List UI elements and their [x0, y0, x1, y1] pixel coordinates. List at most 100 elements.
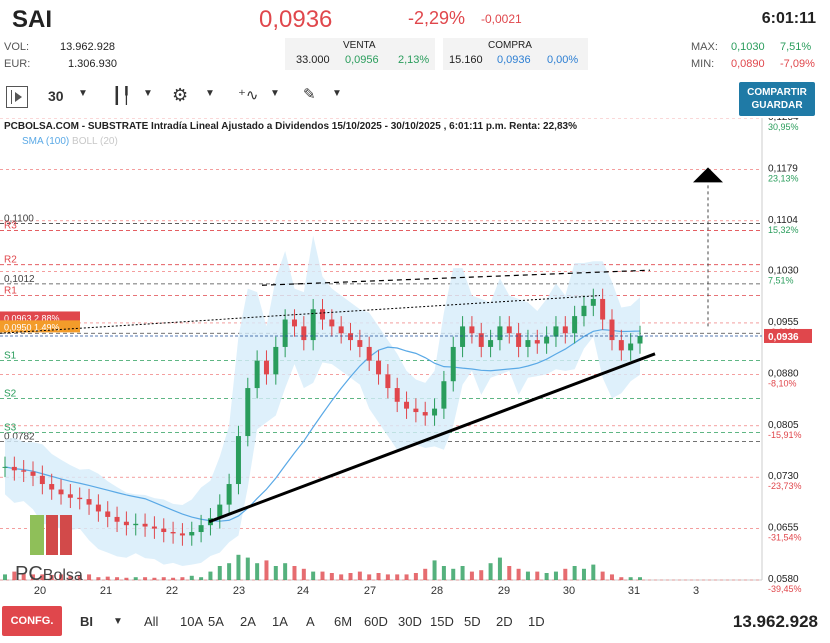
volume-bar — [376, 573, 381, 580]
config-button[interactable]: CONFG. — [2, 606, 62, 636]
volume-bar — [115, 577, 120, 580]
price-tag-text: 0,0950 1,49% — [4, 322, 60, 332]
candle-body — [376, 360, 382, 375]
y-tick-price: 0,0730 — [768, 471, 799, 482]
indicators-icon[interactable]: ⁺∿ — [238, 87, 259, 104]
volume-bar — [3, 574, 7, 580]
candle-body — [553, 326, 559, 337]
period-button-1d[interactable]: 1D — [528, 614, 545, 629]
period-button-10a[interactable]: 10A — [180, 614, 204, 629]
candle-body — [385, 374, 391, 389]
y-tick-pct: 7,51% — [768, 276, 794, 286]
volume-bar — [367, 574, 372, 580]
play-icon[interactable] — [6, 86, 28, 108]
volume-bar — [572, 566, 577, 580]
buy-pct: 0,00% — [547, 54, 579, 66]
candle-body — [226, 484, 232, 505]
candle-body — [179, 533, 185, 536]
candle-body — [450, 346, 456, 382]
candle-body — [432, 408, 438, 416]
volume-bar — [469, 571, 474, 580]
volume-bar — [180, 577, 185, 580]
volume-bar — [283, 563, 288, 580]
watermark-bolsa: Bolsa — [42, 567, 83, 584]
y-tick-price: 0,1104 — [768, 215, 798, 226]
volume-bar — [432, 560, 437, 580]
sell-pct: 2,13% — [398, 54, 430, 66]
volume-bar — [105, 576, 110, 580]
level-label: 0,0782 — [4, 432, 35, 443]
volume-bar — [217, 566, 222, 580]
candle-body — [133, 523, 139, 526]
top-trendline — [261, 269, 651, 286]
x-tick-label: 30 — [563, 585, 575, 597]
support-trendline — [208, 352, 656, 524]
candle-body — [404, 401, 410, 409]
mode-select[interactable]: BI — [80, 614, 93, 629]
last-price-tag-text: 0,0936 — [768, 332, 799, 343]
chevron-down-icon[interactable]: ▼ — [143, 88, 153, 99]
candle-body — [11, 466, 17, 471]
max-label: MAX: — [691, 41, 718, 53]
x-tick-label: 29 — [498, 585, 510, 597]
candle-body — [618, 340, 624, 351]
draw-tools-icon[interactable]: ✎ — [303, 86, 316, 103]
candle-body — [142, 523, 148, 527]
volume-bar — [423, 568, 428, 580]
x-tick-label: 3 — [693, 585, 699, 597]
volume-bar — [301, 568, 306, 580]
volume-bar — [544, 573, 549, 580]
candle-body — [478, 333, 484, 347]
period-button-a[interactable]: A — [306, 614, 315, 629]
candle-body — [254, 360, 260, 389]
candle-body — [460, 326, 466, 347]
gear-icon[interactable]: ⚙ — [172, 85, 189, 105]
volume-bar — [628, 577, 633, 580]
period-button-1a[interactable]: 1A — [272, 614, 288, 629]
level-label: 0,1100 — [4, 214, 34, 225]
share-save-button[interactable]: COMPARTIR GUARDAR — [739, 82, 815, 116]
buy-label: COMPRA — [488, 40, 532, 51]
period-button-all[interactable]: All — [144, 614, 159, 629]
period-button-6m[interactable]: 6M — [334, 614, 353, 629]
y-tick-price: 0,1254 — [768, 118, 799, 123]
period-button-60d[interactable]: 60D — [364, 614, 388, 629]
volume-value: 13.962.928 — [60, 41, 116, 53]
volume-bar — [385, 574, 390, 580]
period-button-2a[interactable]: 2A — [240, 614, 256, 629]
volume-bar — [581, 568, 586, 580]
period-button-5d[interactable]: 5D — [464, 614, 481, 629]
period-button-5a[interactable]: 5A — [208, 614, 224, 629]
y-tick-price: 0,0580 — [768, 574, 799, 585]
interval-select[interactable]: 30 — [48, 88, 64, 104]
legend-sma: SMA (100) — [22, 136, 70, 147]
volume-bar — [59, 574, 64, 580]
candles-icon[interactable]: ┃╿ — [112, 88, 132, 105]
volume-bar — [460, 566, 465, 580]
period-button-15d[interactable]: 15D — [430, 614, 454, 629]
candle-body — [310, 309, 316, 341]
max-price: 0,1030 — [731, 41, 765, 53]
candle-body — [21, 470, 27, 472]
chevron-down-icon[interactable]: ▼ — [78, 88, 88, 99]
chevron-down-icon[interactable]: ▼ — [332, 88, 342, 99]
watermark-pc: PC — [15, 563, 43, 585]
volume-bar — [404, 574, 409, 580]
volume-bar — [451, 568, 456, 580]
sell-label: VENTA — [343, 40, 376, 51]
volume-bar — [479, 570, 484, 580]
candle-body — [273, 346, 279, 375]
candle-body — [245, 388, 251, 437]
period-button-2d[interactable]: 2D — [496, 614, 513, 629]
chevron-down-icon[interactable]: ▼ — [113, 616, 123, 627]
candle-body — [320, 309, 325, 320]
chart-title: PCBOLSA.COM - SUBSTRATE Intradía Lineal … — [4, 121, 577, 132]
chevron-down-icon[interactable]: ▼ — [205, 88, 215, 99]
level-label: R2 — [4, 255, 17, 266]
volume-bar — [525, 571, 530, 580]
period-button-30d[interactable]: 30D — [398, 614, 422, 629]
volume-bar — [395, 574, 400, 580]
chevron-down-icon[interactable]: ▼ — [270, 88, 280, 99]
candle-body — [2, 466, 8, 468]
